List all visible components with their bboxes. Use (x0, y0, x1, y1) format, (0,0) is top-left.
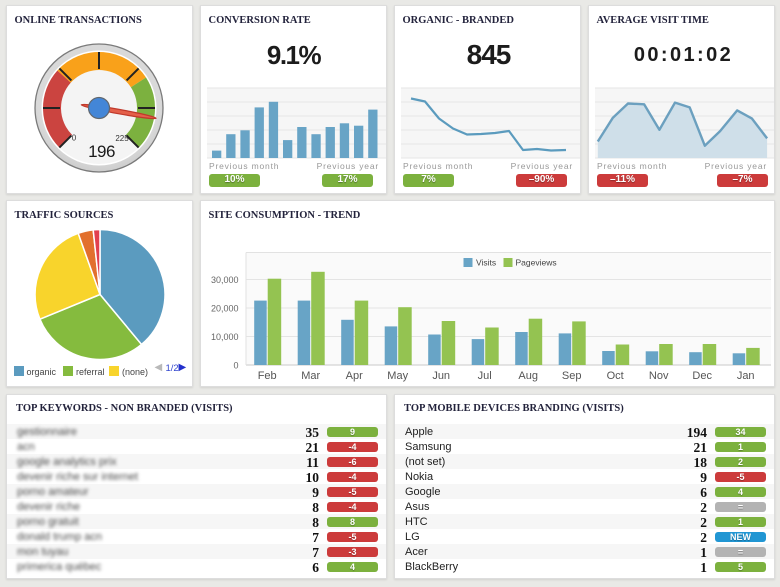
svg-text:Feb: Feb (258, 370, 277, 382)
svg-text:Oct: Oct (607, 370, 624, 382)
svg-text:225: 225 (115, 134, 129, 143)
svg-text:20,000: 20,000 (211, 304, 239, 314)
svg-text:Mar: Mar (301, 370, 320, 382)
svg-text:0: 0 (72, 134, 77, 143)
svg-text:Apr: Apr (346, 370, 363, 382)
svg-text:Nov: Nov (649, 370, 669, 382)
svg-text:Dec: Dec (692, 370, 712, 382)
svg-text:Jun: Jun (432, 370, 450, 382)
svg-text:30,000: 30,000 (211, 275, 239, 285)
svg-text:10,000: 10,000 (211, 332, 239, 342)
svg-text:Jul: Jul (478, 370, 492, 382)
svg-text:0: 0 (233, 361, 238, 371)
svg-text:Visits: Visits (476, 258, 496, 268)
svg-text:Aug: Aug (518, 370, 538, 382)
svg-text:Jan: Jan (737, 370, 755, 382)
svg-text:Pageviews: Pageviews (516, 258, 557, 268)
svg-text:May: May (387, 370, 408, 382)
svg-text:Sep: Sep (562, 370, 582, 382)
